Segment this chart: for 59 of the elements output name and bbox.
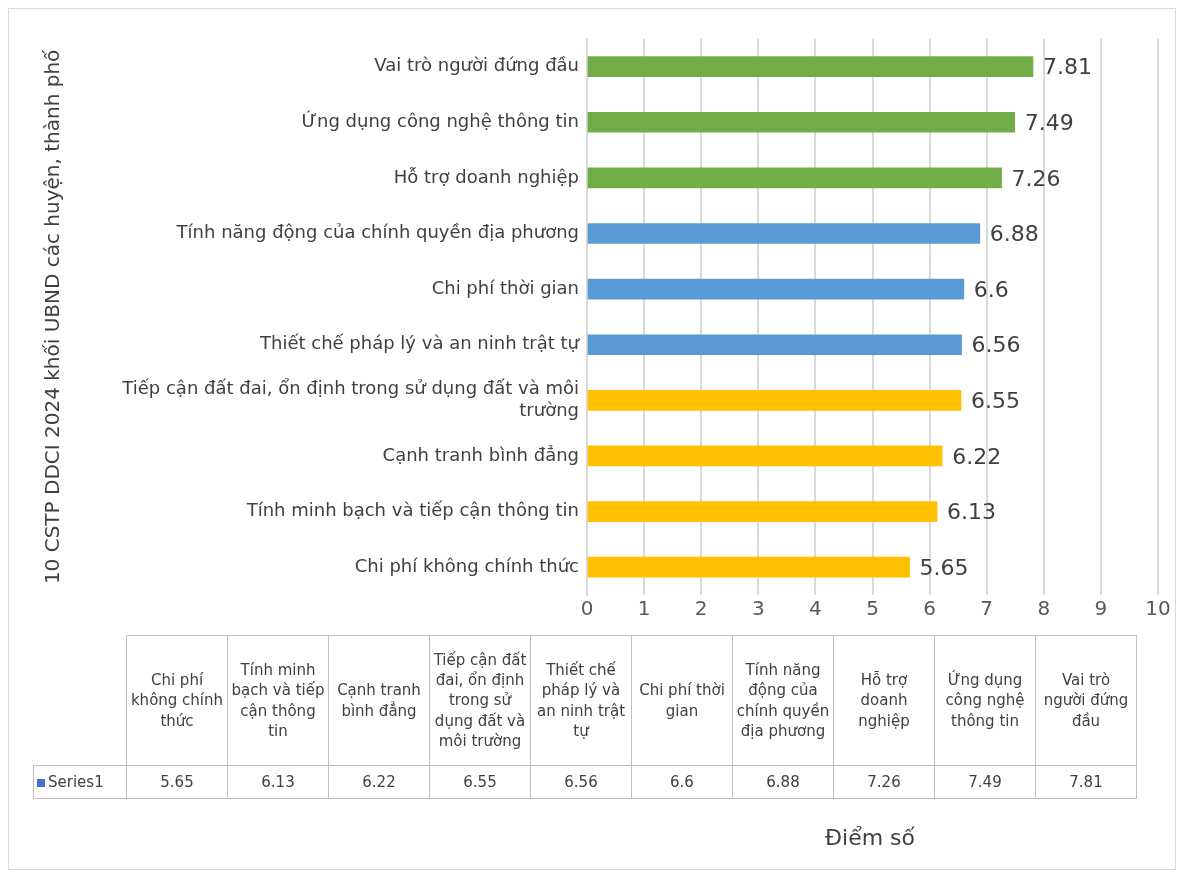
data-label: 6.6 — [631, 765, 733, 799]
bar — [587, 501, 938, 522]
category-label: Ứng dụng công nghệ thông tin — [934, 635, 1036, 766]
category-label: Chi phí thời gian — [631, 635, 733, 766]
bar — [587, 278, 965, 300]
data-label: 7.26 — [1011, 165, 1061, 191]
bar — [587, 111, 1016, 133]
x-tick-label: 8 — [1037, 596, 1051, 621]
category-label: Hỗ trợ doanh nghiệp — [833, 635, 935, 766]
y-axis-title: 10 CSTP DDCI 2024 khối UBND các huyện, thành phố — [40, 48, 65, 585]
data-label: 5.65 — [126, 765, 228, 799]
data-label: 6.22 — [952, 443, 1002, 469]
data-label: 6.22 — [328, 765, 430, 799]
bar — [587, 56, 1034, 77]
x-tick-label: 4 — [809, 596, 822, 621]
text: Điểm số — [823, 825, 916, 850]
y-tick-label: Chi phí thời gian — [431, 276, 579, 298]
data-label: 7.49 — [1024, 109, 1074, 135]
bar — [587, 445, 943, 467]
bar — [587, 167, 1002, 189]
x-tick-label: 7 — [980, 596, 994, 621]
x-tick-label: 2 — [694, 596, 708, 621]
y-tick-label: Ứng dụng công nghệ thông tin — [301, 109, 579, 131]
category-label: Vai trò người đứng đầu — [1035, 635, 1137, 766]
data-label: 6.13 — [947, 499, 997, 525]
x-tick-label: 9 — [1094, 596, 1108, 621]
x-tick-label: 5 — [866, 596, 879, 621]
y-tick-label: Hỗ trợ doanh nghiệp — [393, 165, 579, 187]
bar — [587, 223, 981, 244]
x-tick-label: 1 — [637, 596, 651, 621]
data-label: 7.81 — [1035, 765, 1137, 799]
x-tick-label: 3 — [751, 596, 765, 621]
y-tick-label: Tính năng động của chính quyền địa phương — [175, 221, 579, 243]
x-tick-label: 6 — [923, 596, 936, 621]
data-label: 6.6 — [973, 276, 1009, 302]
data-label: 7.49 — [934, 765, 1036, 799]
data-label: 6.88 — [732, 765, 834, 799]
y-tick-label: Cạnh tranh bình đẳng — [382, 443, 579, 465]
y-tick-label: Tiếp cận đất đai, ổn định trong sử dụng đất và môi trường — [121, 377, 579, 420]
y-tick-label: Chi phí không chính thức — [354, 554, 579, 576]
data-label: 6.88 — [989, 221, 1039, 247]
x-tick-label: 10 — [1145, 596, 1171, 621]
x-tick-label: 0 — [580, 596, 594, 621]
category-label: Tính năng động của chính quyền địa phương — [732, 635, 834, 766]
data-label: 6.13 — [227, 765, 329, 799]
legend-label: Series1 — [33, 765, 127, 799]
y-tick-label: Vai trò người đứng đầu — [374, 54, 579, 76]
bar — [587, 556, 910, 578]
data-label: 6.55 — [429, 765, 531, 799]
data-label: 7.81 — [1042, 54, 1092, 80]
bar — [587, 334, 962, 356]
data-label: 7.26 — [833, 765, 935, 799]
y-tick-label: Tính minh bạch và tiếp cận thông tin — [245, 499, 579, 521]
data-label: 5.65 — [919, 554, 969, 580]
data-label: 6.55 — [971, 388, 1020, 414]
data-label: 6.56 — [971, 332, 1021, 358]
y-tick-label: Thiết chế pháp lý và an ninh trật tự — [259, 332, 581, 354]
bar — [587, 390, 962, 411]
data-label: 6.56 — [530, 765, 632, 799]
